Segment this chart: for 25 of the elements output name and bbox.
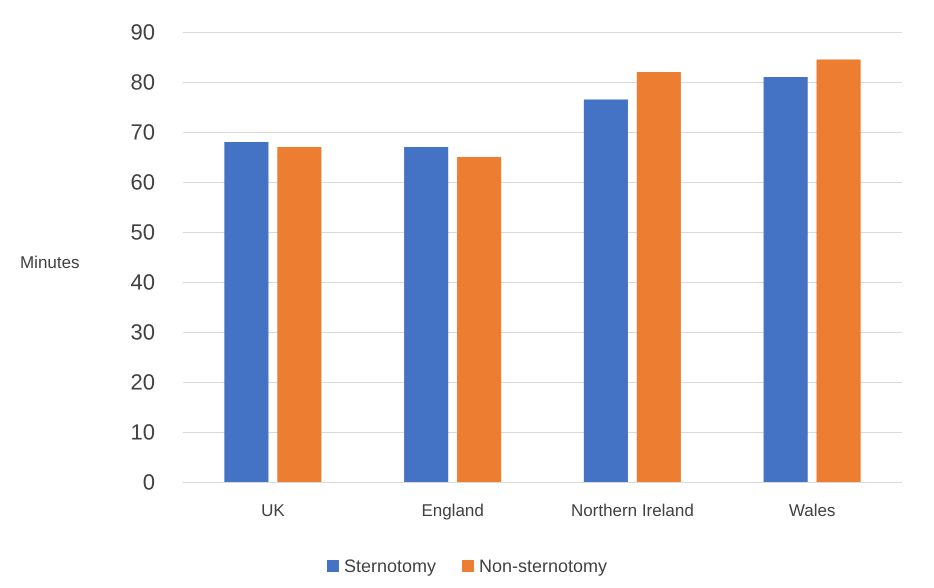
x-tick-label: Northern Ireland [570, 501, 694, 520]
y-tick-label: 80 [130, 70, 155, 94]
y-tick-label: 30 [130, 320, 155, 344]
bar [457, 157, 502, 482]
y-tick-label: 0 [142, 470, 155, 494]
y-tick-label: 20 [130, 370, 155, 394]
y-tick-label: 90 [130, 20, 155, 44]
y-tick-label: 50 [130, 220, 155, 244]
y-tick-label: 10 [130, 420, 155, 444]
y-tick-label: 70 [130, 120, 155, 144]
y-tick-label: 40 [130, 270, 155, 294]
bar [277, 147, 322, 482]
legend-label: Non-sternotomy [478, 556, 608, 576]
bar [816, 60, 861, 482]
x-tick-label: UK [261, 501, 286, 520]
x-tick-label: Wales [788, 501, 836, 520]
y-axis-title: Minutes [20, 253, 80, 272]
x-tick-label: England [421, 501, 484, 520]
bar [224, 142, 268, 482]
y-tick-label: 60 [130, 170, 155, 194]
bar [636, 72, 681, 482]
legend-label: Sternotomy [344, 556, 436, 576]
bar [404, 147, 448, 482]
bar [584, 100, 628, 482]
bar [764, 77, 808, 482]
